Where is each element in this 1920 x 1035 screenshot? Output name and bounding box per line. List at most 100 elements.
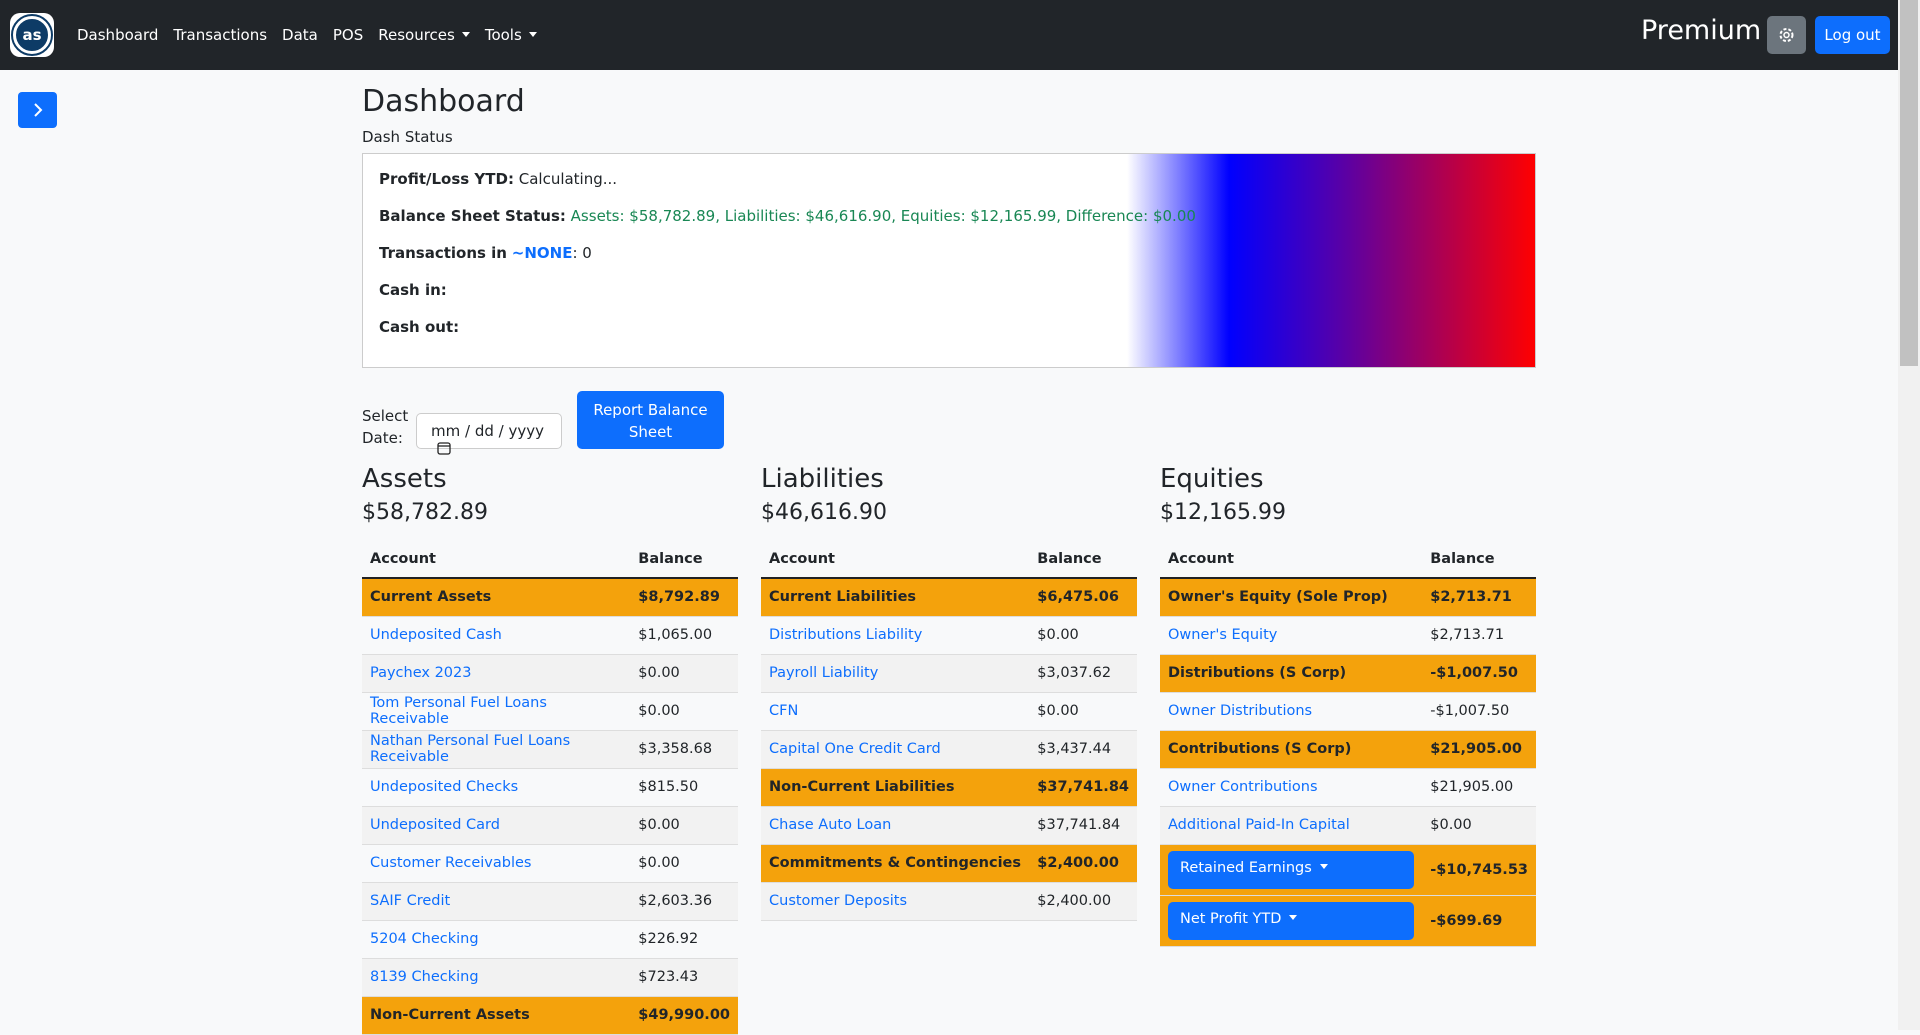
group-name: Commitments & Contingencies — [769, 855, 1021, 871]
balance-cell: $0.00 — [630, 692, 738, 730]
account-cell: Net Profit YTD — [1160, 895, 1422, 946]
balance-cell: $0.00 — [630, 806, 738, 844]
account-row: SAIF Credit$2,603.36 — [362, 882, 738, 920]
nav-item[interactable]: Resources — [378, 26, 470, 44]
group-name: Current Liabilities — [769, 589, 916, 605]
account-row: Current Liabilities$6,475.06 — [761, 578, 1137, 616]
status-label: Transactions in — [379, 244, 507, 262]
column: Liabilities$46,616.90AccountBalanceCurre… — [761, 464, 1137, 921]
account-link[interactable]: Owner Distributions — [1168, 703, 1312, 719]
account-link[interactable]: Customer Deposits — [769, 893, 907, 909]
account-link[interactable]: SAIF Credit — [370, 893, 450, 909]
account-link[interactable]: Owner's Equity — [1168, 627, 1277, 643]
group-name: Distributions (S Corp) — [1168, 665, 1346, 681]
account-cell: Payroll Liability — [761, 654, 1029, 692]
logout-button[interactable]: Log out — [1815, 16, 1890, 54]
status-line: Transactions in ~NONE: 0 — [379, 244, 592, 262]
column-header: Balance — [1029, 540, 1137, 578]
column-total: $46,616.90 — [761, 498, 1137, 540]
nav-item[interactable]: Data — [282, 26, 318, 44]
account-row: Net Profit YTD-$699.69 — [1160, 895, 1536, 946]
account-link[interactable]: Distributions Liability — [769, 627, 922, 643]
date-label: Select Date: — [362, 405, 412, 449]
account-cell: Retained Earnings — [1160, 844, 1422, 895]
settings-button[interactable] — [1767, 16, 1806, 54]
column: Equities$12,165.99AccountBalanceOwner's … — [1160, 464, 1536, 947]
account-link[interactable]: 5204 Checking — [370, 931, 479, 947]
plan: Premium — [1641, 15, 1761, 46]
scrollbar-thumb[interactable] — [1900, 0, 1918, 366]
page-title: Dashboard — [362, 84, 525, 119]
account-link[interactable]: Customer Receivables — [370, 855, 531, 871]
account-row: Non-Current Liabilities $37,741.84 — [761, 768, 1137, 806]
account-link[interactable]: Payroll Liability — [769, 665, 878, 681]
account-cell: Additional Paid-In Capital — [1160, 806, 1422, 844]
account-cell: Owner's Equity (Sole Prop) — [1160, 578, 1422, 616]
account-cell: Contributions (S Corp) — [1160, 730, 1422, 768]
account-link[interactable]: CFN — [769, 703, 798, 719]
balance-cell: -$10,745.53 — [1422, 844, 1536, 895]
sidebar-toggle[interactable] — [18, 92, 57, 128]
nav-item[interactable]: Tools — [485, 26, 537, 44]
balance-cell: -$699.69 — [1422, 895, 1536, 946]
column: Assets$58,782.89AccountBalanceCurrent As… — [362, 464, 738, 1035]
account-row: 5204 Checking$226.92 — [362, 920, 738, 958]
account-link[interactable]: Nathan Personal Fuel Loans Receivable — [370, 733, 570, 765]
account-link[interactable]: Additional Paid-In Capital — [1168, 817, 1350, 833]
date-placeholder: mm / dd / yyyy — [431, 422, 544, 440]
balance-cell: $21,905.00 — [1422, 768, 1536, 806]
balance-cell: $37,741.84 — [1029, 768, 1137, 806]
account-cell: Tom Personal Fuel Loans Receivable — [362, 692, 630, 730]
account-table: AccountBalanceOwner's Equity (Sole Prop)… — [1160, 540, 1536, 947]
status-line: Profit/Loss YTD: Calculating... — [379, 170, 617, 188]
status-label: Cash out: — [379, 318, 459, 336]
account-table: AccountBalanceCurrent Liabilities$6,475.… — [761, 540, 1137, 921]
account-row: Customer Receivables$0.00 — [362, 844, 738, 882]
account-cell: Distributions Liability — [761, 616, 1029, 654]
account-cell: CFN — [761, 692, 1029, 730]
account-link[interactable]: Undeposited Card — [370, 817, 500, 833]
account-link[interactable]: Undeposited Cash — [370, 627, 502, 643]
account-cell: 5204 Checking — [362, 920, 630, 958]
group-name: Non-Current Liabilities — [769, 779, 955, 795]
nav-item[interactable]: POS — [333, 26, 363, 44]
status-value: : 0 — [572, 244, 591, 262]
account-row: Contributions (S Corp)$21,905.00 — [1160, 730, 1536, 768]
account-cell: Non-Current Liabilities — [761, 768, 1029, 806]
balance-cell: $2,713.71 — [1422, 578, 1536, 616]
dropdown-button[interactable]: Retained Earnings — [1168, 851, 1414, 889]
dropdown-button[interactable]: Net Profit YTD — [1168, 902, 1414, 940]
account-row: Owner's Equity (Sole Prop)$2,713.71 — [1160, 578, 1536, 616]
account-link[interactable]: Paychex 2023 — [370, 665, 471, 681]
account-link[interactable]: Capital One Credit Card — [769, 741, 941, 757]
report-button[interactable]: Report Balance Sheet — [577, 391, 724, 449]
status-box: Profit/Loss YTD: Calculating... Balance S… — [362, 153, 1536, 368]
column-title: Liabilities — [761, 464, 1137, 498]
balance-cell: -$1,007.50 — [1422, 692, 1536, 730]
balance-cell: $3,437.44 — [1029, 730, 1137, 768]
account-link[interactable]: Tom Personal Fuel Loans Receivable — [370, 695, 547, 727]
account-cell: Undeposited Checks — [362, 768, 630, 806]
account-link[interactable]: 8139 Checking — [370, 969, 479, 985]
column-header: Account — [1160, 540, 1422, 578]
date-input[interactable]: mm / dd / yyyy — [416, 413, 562, 449]
account-row: Non-Current Assets$49,990.00 — [362, 996, 738, 1034]
table-head: AccountBalance — [362, 540, 738, 578]
logo[interactable]: as — [10, 13, 54, 57]
account-row: Paychex 2023$0.00 — [362, 654, 738, 692]
column-title: Equities — [1160, 464, 1536, 498]
account-link[interactable]: Owner Contributions — [1168, 779, 1318, 795]
account-cell: Distributions (S Corp) — [1160, 654, 1422, 692]
column-header: Balance — [1422, 540, 1536, 578]
table-body: Owner's Equity (Sole Prop)$2,713.71Owner… — [1160, 578, 1536, 946]
account-row: Owner Contributions $21,905.00 — [1160, 768, 1536, 806]
account-row: Payroll Liability$3,037.62 — [761, 654, 1137, 692]
status-label: Balance Sheet Status: — [379, 207, 566, 225]
account-link[interactable]: Chase Auto Loan — [769, 817, 891, 833]
account-row: Additional Paid-In Capital$0.00 — [1160, 806, 1536, 844]
nav-item[interactable]: Dashboard — [77, 26, 158, 44]
nav-item[interactable]: Transactions — [173, 26, 267, 44]
account-cell: Undeposited Card — [362, 806, 630, 844]
table-head: AccountBalance — [1160, 540, 1536, 578]
account-link[interactable]: Undeposited Checks — [370, 779, 518, 795]
